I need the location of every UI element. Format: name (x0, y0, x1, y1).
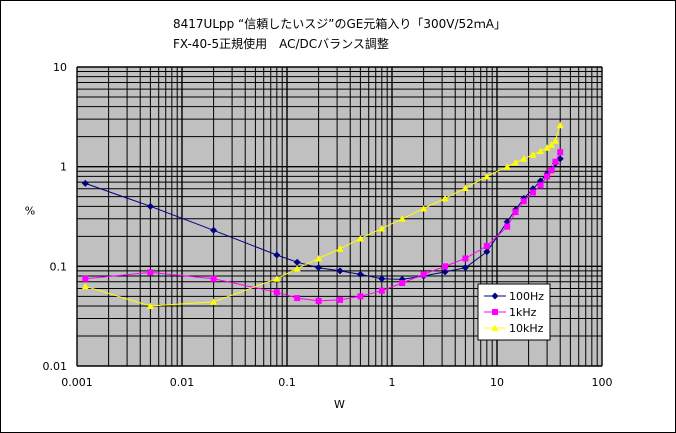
data-point (461, 264, 469, 272)
grid (76, 66, 603, 367)
data-point (210, 275, 217, 282)
legend-label: 100Hz (509, 290, 544, 303)
data-point (441, 268, 449, 276)
data-point (491, 324, 499, 331)
data-point (315, 264, 323, 272)
x-tick-label: 1 (389, 376, 396, 389)
data-point (147, 269, 154, 276)
data-point (337, 296, 344, 303)
x-tick-label: 100 (592, 376, 613, 389)
data-point (461, 184, 469, 192)
data-point (210, 298, 218, 305)
data-point (548, 167, 555, 174)
data-point (547, 141, 555, 148)
data-point (512, 209, 519, 216)
data-point (398, 215, 406, 222)
data-point (81, 179, 89, 187)
data-point (551, 137, 559, 144)
data-point (492, 309, 498, 315)
data-point (146, 202, 154, 210)
chart-title: 8417ULpp “信頼したいスジ”のGE元箱入り「300V/52ｍA」 (173, 17, 507, 31)
data-point (336, 245, 344, 252)
data-point (356, 235, 364, 242)
data-point (529, 189, 536, 196)
x-tick-label: 0.01 (170, 376, 195, 389)
data-point (491, 292, 499, 300)
data-point (462, 255, 469, 262)
legend-entry: 100Hz (484, 290, 544, 303)
y-axis-label: % (25, 205, 35, 218)
data-point (504, 223, 511, 230)
data-point (399, 280, 406, 287)
data-point (442, 263, 449, 270)
data-point (273, 275, 281, 282)
data-point (315, 297, 322, 304)
legend-label: 10kHz (509, 322, 544, 335)
data-point (294, 295, 301, 302)
y-tick-label: 0.01 (43, 360, 68, 373)
y-tick-label: 0.1 (50, 260, 68, 273)
chart-subtitle: FX-40-5正規使用 AC/DCバランス調整 (173, 37, 389, 51)
data-point (483, 248, 491, 256)
data-point (420, 205, 428, 212)
data-point (529, 151, 537, 158)
data-point (511, 159, 519, 166)
data-point (556, 121, 564, 129)
data-point (293, 265, 301, 272)
data-point (146, 302, 154, 309)
x-tick-label: 0.1 (278, 376, 296, 389)
data-point (420, 271, 427, 278)
data-point (336, 267, 344, 275)
data-point (503, 163, 511, 170)
data-point (483, 172, 491, 180)
data-point (378, 287, 385, 294)
data-point (544, 173, 551, 180)
x-axis-label: W (334, 398, 345, 411)
legend-entry: 10kHz (484, 322, 544, 335)
legend-label: 1kHz (509, 306, 537, 319)
y-tick-label: 1 (60, 161, 67, 174)
y-tick-label: 10 (53, 61, 67, 74)
data-point (483, 242, 490, 249)
data-point (357, 293, 364, 300)
data-point (82, 275, 89, 282)
data-point (537, 182, 544, 189)
data-point (273, 289, 280, 296)
data-point (557, 149, 564, 156)
data-point (441, 194, 449, 202)
data-point (273, 251, 281, 259)
x-tick-label: 10 (490, 376, 504, 389)
data-point (378, 224, 386, 232)
series-1kHz (82, 149, 564, 304)
data-point (210, 226, 218, 234)
data-point (293, 258, 301, 266)
data-point (520, 198, 527, 205)
x-tick-label: 0.001 (61, 376, 93, 389)
legend-entry: 1kHz (484, 306, 537, 319)
data-point (520, 155, 528, 162)
series-layer (81, 121, 564, 309)
data-point (556, 155, 564, 163)
data-point (543, 144, 551, 151)
axes: 0.001 0.01 0.1 1 10 100 0.01 0.1 1 10 W% (25, 61, 613, 411)
data-point (356, 270, 364, 278)
data-point (552, 158, 559, 165)
data-point (315, 254, 323, 262)
data-point (81, 282, 89, 290)
data-point (378, 275, 386, 283)
data-point (537, 147, 545, 155)
legend: 100Hz 1kHz 10kHz (477, 283, 551, 341)
series-10kHz (81, 121, 564, 309)
